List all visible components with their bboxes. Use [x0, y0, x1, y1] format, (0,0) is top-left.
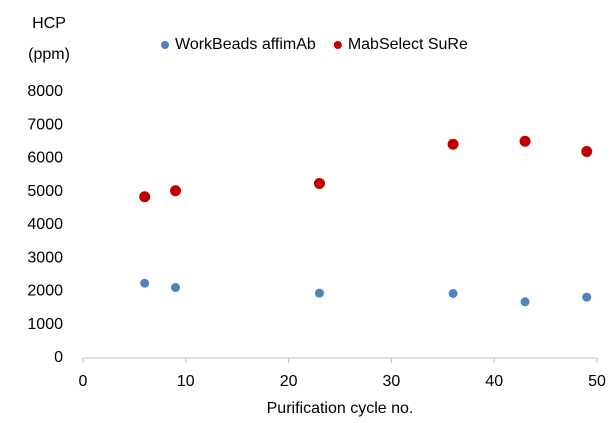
y-tick-label: 2000 [27, 283, 63, 300]
y-axis-label: HCP [32, 15, 66, 32]
x-tick-label: 10 [177, 373, 195, 390]
y-tick-label: 5000 [27, 183, 63, 200]
y-axis-label: (ppm) [28, 46, 70, 63]
point [313, 177, 325, 189]
x-tick-label: 20 [280, 373, 298, 390]
y-tick-label: 1000 [27, 316, 63, 333]
x-axis-label: Purification cycle no. [267, 400, 414, 417]
point [581, 146, 593, 158]
point [520, 297, 530, 307]
point [447, 138, 459, 150]
legend-marker [161, 41, 169, 49]
point [171, 283, 181, 293]
x-tick-label: 40 [485, 373, 503, 390]
y-tick-label: 0 [54, 349, 63, 366]
y-tick-label: 6000 [27, 150, 63, 167]
point [314, 288, 324, 298]
point [448, 288, 458, 298]
legend-label: MabSelect SuRe [348, 36, 468, 53]
legend-marker [333, 41, 342, 49]
x-tick-label: 50 [588, 373, 606, 390]
point [582, 292, 592, 302]
y-tick-label: 7000 [27, 116, 63, 133]
y-tick-label: 8000 [27, 83, 63, 100]
x-tick-label: 30 [383, 373, 401, 390]
x-tick-label: 0 [79, 373, 88, 390]
point [519, 135, 531, 147]
point [140, 278, 150, 288]
y-tick-label: 3000 [27, 249, 63, 266]
point [139, 191, 151, 203]
point [170, 185, 182, 197]
y-tick-label: 4000 [27, 216, 63, 233]
legend-label: WorkBeads affimAb [175, 36, 316, 53]
